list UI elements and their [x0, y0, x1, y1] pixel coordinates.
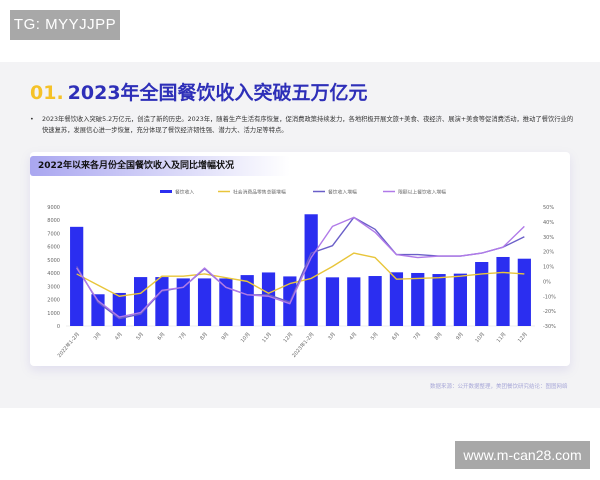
- bar: [219, 278, 233, 326]
- x-tick-label: 4月: [348, 331, 358, 341]
- left-tick-label: 0: [57, 324, 60, 330]
- right-tick-label: 10%: [543, 265, 554, 271]
- legend-label: 社会消费品零售总额增幅: [233, 189, 286, 196]
- bar: [475, 262, 489, 326]
- x-tick-label: 9月: [455, 331, 465, 341]
- legend-label: 限额以上餐饮收入增幅: [398, 189, 446, 196]
- x-tick-label: 12月: [517, 331, 529, 344]
- left-tick-label: 7000: [47, 231, 60, 237]
- section-title-text: 2023年全国餐饮收入突破五万亿元: [67, 82, 368, 104]
- left-tick-label: 2000: [47, 298, 60, 304]
- bullet-text: 2023年餐饮收入突破5.2万亿元，创造了新的历史。2023年，随着生产生活有序…: [30, 114, 575, 136]
- left-tick-label: 8000: [47, 218, 60, 224]
- x-tick-label: 4月: [114, 331, 124, 341]
- left-tick-label: 5000: [47, 258, 60, 264]
- bar: [112, 292, 126, 326]
- section-title: 01. 2023年全国餐饮收入突破五万亿元: [30, 78, 368, 105]
- left-tick-label: 6000: [47, 245, 60, 251]
- x-tick-label: 7月: [412, 331, 422, 341]
- x-tick-label: 8月: [199, 331, 209, 341]
- bar: [389, 272, 404, 326]
- x-tick-label: 7月: [178, 331, 188, 341]
- bar: [240, 275, 254, 326]
- chart-card: 2022年以来各月份全国餐饮收入及同比增幅状况: [30, 152, 570, 366]
- x-tick-label: 10月: [240, 331, 252, 344]
- chart-title: 2022年以来各月份全国餐饮收入及同比增幅状况: [30, 156, 290, 176]
- x-tick-label: 12月: [282, 331, 294, 344]
- left-tick-label: 3000: [47, 284, 60, 290]
- bar: [368, 276, 382, 326]
- legend-label: 餐饮收入: [175, 189, 194, 196]
- watermark-top: TG: MYYJJPP: [10, 10, 120, 40]
- left-tick-label: 4000: [47, 271, 60, 277]
- source-note: 数据来源：公开数据整理，美团餐饮研究结论：图图网络: [430, 384, 568, 390]
- bar: [176, 278, 190, 326]
- bar: [70, 226, 84, 326]
- bar: [496, 256, 510, 326]
- legend-swatch: [160, 190, 172, 193]
- bar: [453, 273, 467, 326]
- x-tick-label: 5月: [135, 331, 145, 341]
- x-tick-label: 6月: [157, 331, 167, 341]
- x-tick-label: 8月: [434, 331, 444, 341]
- bar: [155, 277, 169, 326]
- x-tick-label: 3月: [93, 331, 103, 341]
- x-tick-label: 2022年1-2月: [56, 331, 81, 359]
- right-tick-label: -30%: [543, 324, 556, 330]
- left-tick-label: 1000: [47, 311, 60, 317]
- bar: [304, 214, 318, 326]
- right-tick-label: 30%: [543, 235, 554, 241]
- right-tick-label: 50%: [543, 205, 554, 211]
- bar: [261, 272, 276, 326]
- x-tick-label: 2023年1-2月: [290, 331, 315, 359]
- right-tick-label: -20%: [543, 309, 556, 315]
- left-tick-label: 9000: [47, 205, 60, 211]
- x-tick-label: 11月: [496, 331, 508, 344]
- bar: [517, 258, 531, 326]
- right-tick-label: 0%: [543, 279, 551, 285]
- x-tick-label: 6月: [391, 331, 401, 341]
- bar: [347, 277, 361, 326]
- section-number: 01.: [30, 82, 64, 104]
- x-tick-label: 11月: [261, 331, 273, 344]
- right-tick-label: 40%: [543, 220, 554, 226]
- bar: [325, 277, 340, 326]
- bar: [91, 294, 105, 326]
- bar: [134, 277, 148, 326]
- legend-label: 餐饮收入增幅: [328, 189, 357, 196]
- right-tick-label: -10%: [543, 294, 556, 300]
- x-tick-label: 10月: [474, 331, 486, 344]
- series-line: [76, 216, 525, 318]
- x-tick-label: 9月: [221, 331, 231, 341]
- x-tick-label: 3月: [327, 331, 337, 341]
- watermark-bottom: www.m-can28.com: [455, 441, 590, 469]
- right-tick-label: 20%: [543, 250, 554, 256]
- bar: [432, 274, 446, 326]
- bar: [197, 278, 212, 326]
- bar: [411, 272, 425, 326]
- x-tick-label: 5月: [370, 331, 380, 341]
